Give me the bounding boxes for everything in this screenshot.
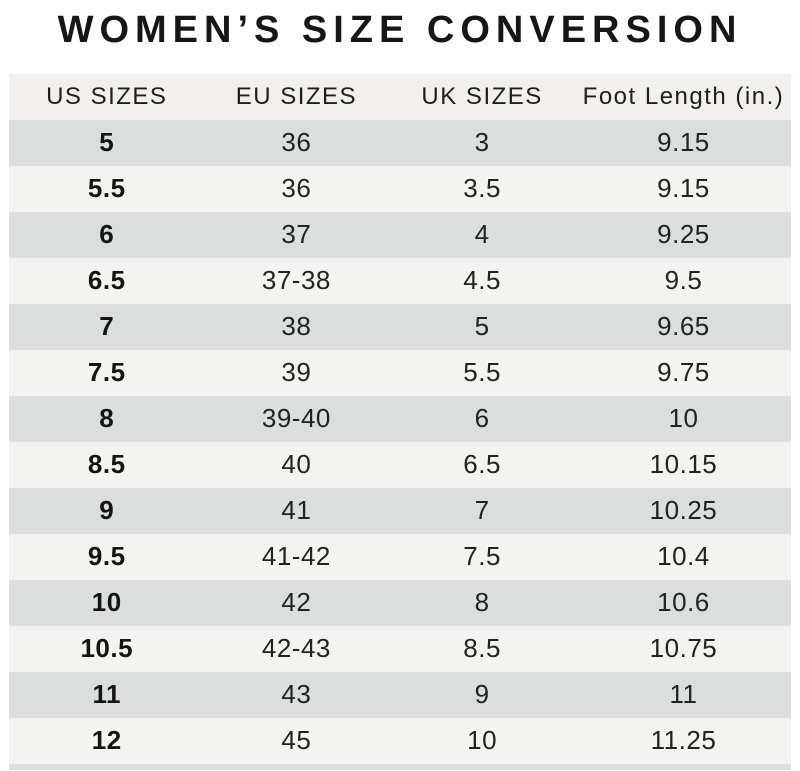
cell-us-size: 9	[99, 495, 115, 526]
header-row: US SIZES EU SIZES UK SIZES Foot Length (…	[9, 73, 791, 120]
cell-foot-length: 11.25	[650, 725, 717, 756]
cell-eu-size: 42	[281, 587, 312, 618]
cell-foot-length: 10.6	[657, 587, 710, 618]
table-row: 8 39-40 6 10	[9, 395, 791, 442]
cell-uk-size: 4.5	[463, 265, 501, 296]
cell-uk-size: 5.5	[463, 357, 501, 388]
cell-foot-length: 9.25	[657, 219, 710, 250]
cell-uk-size: 7.5	[463, 541, 501, 572]
table-row: 10.5 42-43 8.5 10.75	[9, 625, 791, 672]
cell-us-size: 6	[99, 219, 115, 250]
cell-uk-size: 4	[474, 219, 490, 250]
cell-eu-size: 39-40	[261, 403, 331, 434]
cell-eu-size: 37-38	[261, 265, 331, 296]
table-row: 10 42 8 10.6	[9, 579, 791, 626]
cell-uk-size: 6.5	[463, 449, 501, 480]
cutoff-row-strip	[9, 763, 791, 770]
table-row: 6 37 4 9.25	[9, 211, 791, 258]
cell-us-size: 7.5	[87, 357, 126, 388]
table-row: 11 43 9 11	[9, 671, 791, 718]
table-row: 9.5 41-42 7.5 10.4	[9, 533, 791, 580]
table-row: 8.5 40 6.5 10.15	[9, 441, 791, 488]
cell-uk-size: 7	[474, 495, 490, 526]
table-row: 9 41 7 10.25	[9, 487, 791, 534]
size-conversion-table: US SIZES EU SIZES UK SIZES Foot Length (…	[9, 73, 791, 764]
cell-uk-size: 5	[474, 311, 490, 342]
cell-us-size: 11	[92, 679, 121, 710]
size-table-wrap: US SIZES EU SIZES UK SIZES Foot Length (…	[9, 73, 791, 770]
cell-eu-size: 40	[281, 449, 312, 480]
table-row: 6.5 37-38 4.5 9.5	[9, 257, 791, 304]
cell-foot-length: 9.15	[657, 127, 710, 158]
cell-uk-size: 9	[474, 679, 490, 710]
cell-eu-size: 39	[281, 357, 312, 388]
cell-uk-size: 8.5	[463, 633, 501, 664]
cell-us-size: 6.5	[87, 265, 126, 296]
table-row: 7 38 5 9.65	[9, 303, 791, 350]
cell-foot-length: 10.25	[649, 495, 718, 526]
cell-us-size: 8.5	[87, 449, 126, 480]
cell-eu-size: 36	[281, 127, 312, 158]
table-row: 12 45 10 11.25	[9, 717, 791, 764]
cell-foot-length: 9.65	[657, 311, 710, 342]
cell-uk-size: 10	[467, 725, 498, 756]
table-row: 5.5 36 3.5 9.15	[9, 165, 791, 212]
cell-us-size: 7	[99, 311, 115, 342]
cell-us-size: 10.5	[80, 633, 134, 664]
cell-eu-size: 45	[281, 725, 312, 756]
cell-uk-size: 8	[474, 587, 490, 618]
cell-uk-size: 3.5	[463, 173, 501, 204]
cell-us-size: 9.5	[87, 541, 126, 572]
header-uk-sizes: UK SIZES	[388, 73, 576, 120]
header-eu-sizes: EU SIZES	[204, 73, 389, 120]
page-title: WOMEN’S SIZE CONVERSION	[57, 9, 743, 51]
size-table-body: 5 36 3 9.15 5.5 36 3.5 9.15 6 37 4 9.25 6.5 37-38 4.5 9…	[9, 119, 791, 764]
cell-us-size: 12	[91, 725, 122, 756]
cell-eu-size: 43	[281, 679, 312, 710]
cell-us-size: 5	[99, 127, 115, 158]
cell-foot-length: 10.15	[649, 449, 718, 480]
cell-foot-length: 11	[669, 679, 698, 710]
cell-foot-length: 9.75	[657, 357, 710, 388]
table-row: 5 36 3 9.15	[9, 119, 791, 166]
cell-eu-size: 41-42	[261, 541, 331, 572]
cell-uk-size: 3	[474, 127, 490, 158]
cell-us-size: 5.5	[87, 173, 126, 204]
cell-foot-length: 10.4	[657, 541, 710, 572]
cell-eu-size: 37	[281, 219, 312, 250]
header-us-sizes: US SIZES	[9, 73, 205, 120]
cell-eu-size: 42-43	[261, 633, 331, 664]
table-row: 7.5 39 5.5 9.75	[9, 349, 791, 396]
cell-foot-length: 9.5	[664, 265, 703, 296]
cell-uk-size: 6	[474, 403, 490, 434]
cell-foot-length: 10	[668, 403, 699, 434]
cell-us-size: 10	[91, 587, 122, 618]
cell-eu-size: 41	[281, 495, 312, 526]
cell-eu-size: 36	[281, 173, 312, 204]
cell-us-size: 8	[99, 403, 115, 434]
header-foot-length: Foot Length (in.)	[575, 73, 791, 120]
cell-foot-length: 10.75	[649, 633, 718, 664]
cell-foot-length: 9.15	[657, 173, 710, 204]
cell-eu-size: 38	[281, 311, 312, 342]
